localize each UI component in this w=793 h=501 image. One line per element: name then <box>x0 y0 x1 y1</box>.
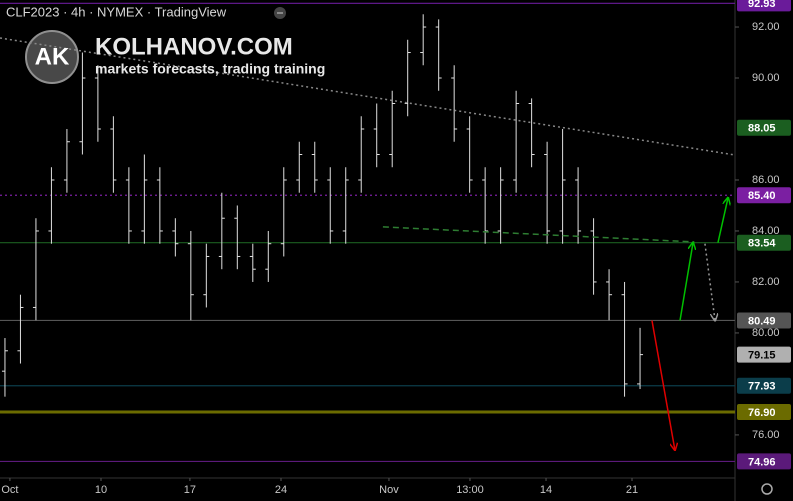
y-tick-label: 80.00 <box>752 327 780 339</box>
trend-drawing <box>717 198 728 243</box>
level-badge <box>737 377 791 394</box>
x-tick-label: 17 <box>184 484 196 496</box>
y-tick-label: 90.00 <box>752 72 780 84</box>
level-label: 92.93 <box>748 0 776 10</box>
level-label: 77.93 <box>748 381 776 393</box>
trend-drawing <box>679 243 693 321</box>
y-tick-label: 86.00 <box>752 174 780 186</box>
x-tick-label: 14 <box>540 484 552 496</box>
level-badge <box>737 0 791 12</box>
level-label: 83.54 <box>748 238 776 250</box>
trend-drawing <box>651 320 675 450</box>
x-tick-label: 21 <box>626 484 638 496</box>
level-label: 88.05 <box>748 123 776 135</box>
watermark-tagline: markets forecasts, trading training <box>95 61 325 77</box>
level-label: 80.49 <box>748 315 776 327</box>
x-tick-label: 24 <box>275 484 287 496</box>
y-tick-label: 82.00 <box>752 276 780 288</box>
y-tick-label: 76.00 <box>752 429 780 441</box>
watermark-name: KOLHANOV.COM <box>95 33 293 60</box>
level-badge <box>737 187 791 204</box>
logo-circle <box>25 30 79 84</box>
level-badge <box>737 119 791 136</box>
trend-drawing <box>382 226 695 243</box>
level-label: 79.15 <box>748 350 776 362</box>
settings-button[interactable] <box>761 483 773 495</box>
level-label: 76.90 <box>748 407 776 419</box>
x-tick-label: Nov <box>379 484 399 496</box>
x-tick-label: 10 <box>95 484 107 496</box>
level-badge <box>737 312 791 329</box>
logo-text: AK <box>35 43 70 70</box>
trend-drawing <box>0 37 736 156</box>
y-tick-label: 84.00 <box>752 225 780 237</box>
y-tick-label: 92.00 <box>752 21 780 33</box>
level-badge <box>737 346 791 363</box>
level-badge <box>737 403 791 420</box>
x-tick-label: 13:00 <box>456 484 484 496</box>
x-tick-label: Oct <box>1 484 18 496</box>
chart-title: CLF2023 · 4h · NYMEX · TradingView <box>6 4 227 19</box>
level-label: 74.96 <box>748 456 776 468</box>
level-label: 85.40 <box>748 190 776 202</box>
level-badge <box>737 453 791 470</box>
level-badge <box>737 234 791 251</box>
